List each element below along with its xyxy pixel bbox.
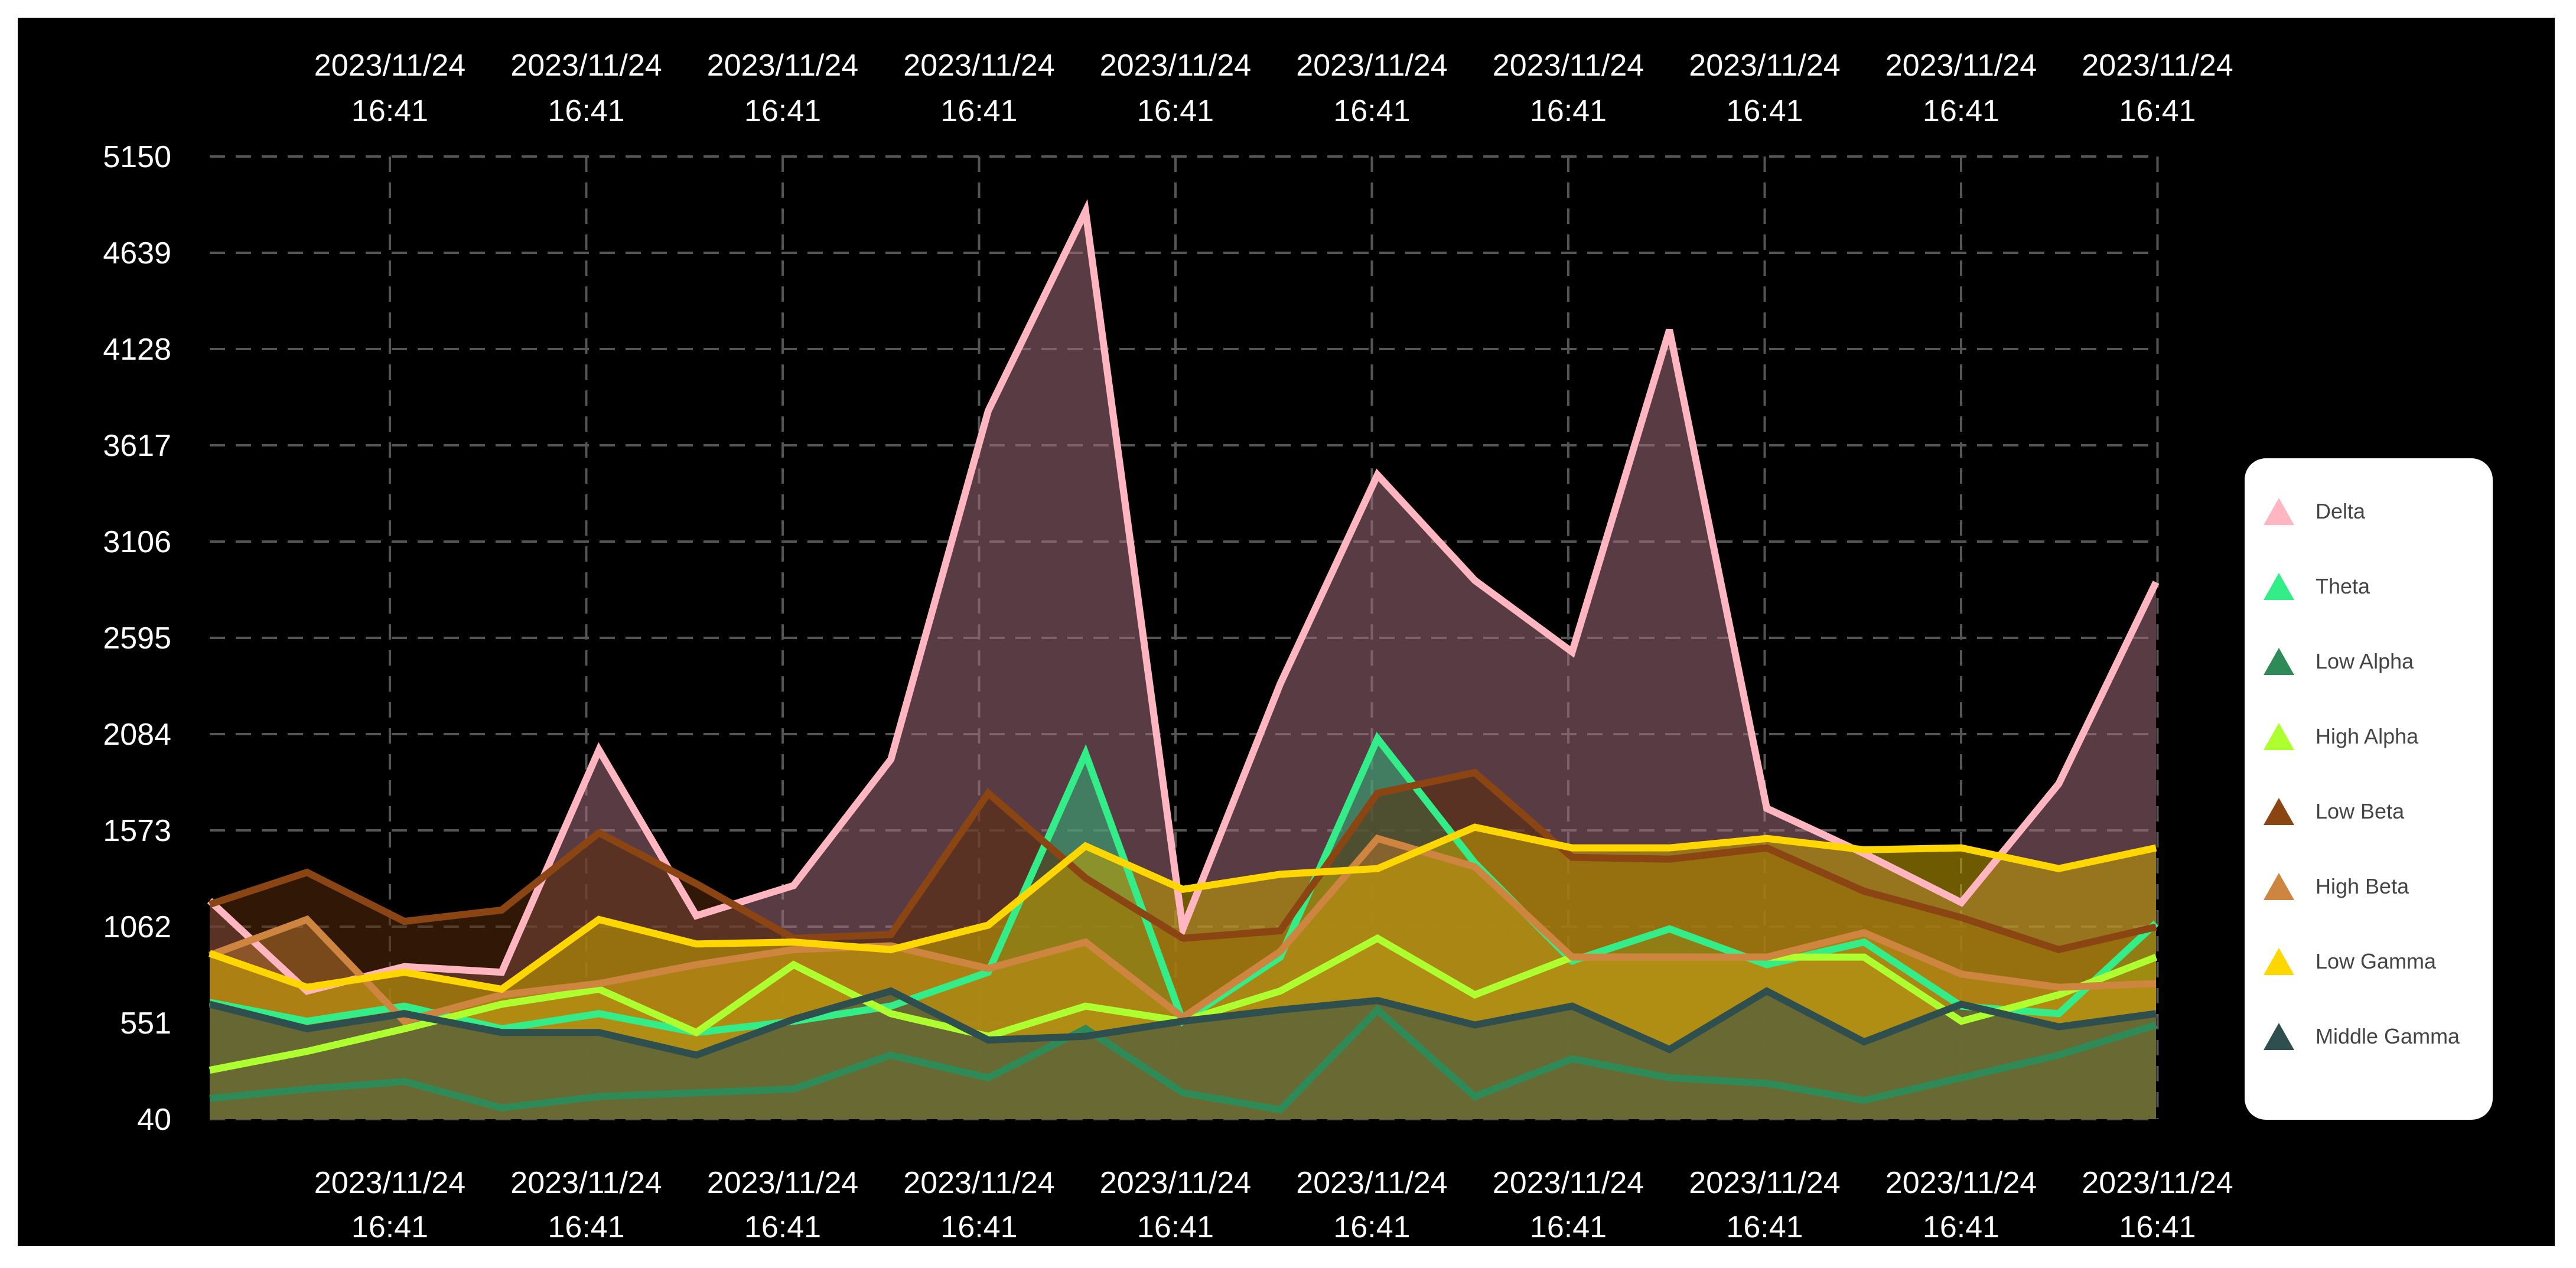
x-top-date-label: 2023/11/24 [1689, 48, 1840, 83]
legend-item-high-beta[interactable]: High Beta [2262, 869, 2409, 904]
y-tick-label: 2595 [103, 621, 171, 656]
y-tick-label: 4639 [103, 236, 171, 270]
x-top-date-label: 2023/11/24 [707, 48, 858, 83]
line-low-gamma [209, 823, 2157, 993]
x-top-time-label: 16:41 [1137, 94, 1214, 128]
triangle-icon [2262, 797, 2295, 826]
legend-item-delta[interactable]: Delta [2262, 494, 2365, 529]
legend-item-middle-gamma[interactable]: Middle Gamma [2262, 1019, 2460, 1054]
x-top-time-label: 16:41 [2119, 94, 2196, 128]
series-lines [207, 199, 2160, 1114]
x-bottom-time-label: 16:41 [2119, 1210, 2196, 1244]
legend-label: Delta [2316, 499, 2366, 523]
x-bottom-time-label: 16:41 [744, 1210, 821, 1244]
x-axis-bottom: 2023/11/24 16:41 2023/11/24 16:41 2023/11/24… [314, 1166, 2233, 1244]
x-bottom-time-label: 16:41 [1333, 1210, 1410, 1244]
area-middle-gamma [210, 991, 2156, 1119]
x-top-date-label: 2023/11/24 [1296, 48, 1447, 83]
legend-label: High Beta [2316, 874, 2409, 898]
x-bottom-date-label: 2023/11/24 [903, 1166, 1054, 1200]
legend-label: Theta [2316, 574, 2370, 598]
y-tick-label: 3617 [103, 429, 171, 463]
legend-label: Low Alpha [2316, 649, 2414, 673]
x-top-time-label: 16:41 [1923, 94, 1999, 128]
x-bottom-time-label: 16:41 [1530, 1210, 1607, 1244]
triangle-icon [2262, 572, 2295, 601]
x-top-date-label: 2023/11/24 [1493, 48, 1644, 83]
x-top-time-label: 16:41 [940, 94, 1017, 128]
x-top-time-label: 16:41 [351, 94, 428, 128]
legend-item-low-gamma[interactable]: Low Gamma [2262, 944, 2436, 979]
triangle-icon [2262, 647, 2295, 676]
x-bottom-time-label: 16:41 [351, 1210, 428, 1244]
line-low-beta [209, 768, 2157, 954]
y-tick-label: 551 [120, 1006, 171, 1041]
line-delta [207, 199, 2160, 995]
legend-label: High Alpha [2316, 724, 2419, 748]
legend-label: Low Beta [2316, 799, 2405, 823]
x-bottom-date-label: 2023/11/24 [1885, 1166, 2037, 1200]
x-top-date-label: 2023/11/24 [314, 48, 465, 83]
x-bottom-date-label: 2023/11/24 [1493, 1166, 1644, 1200]
x-top-date-label: 2023/11/24 [1885, 48, 2037, 83]
x-top-time-label: 16:41 [1530, 94, 1607, 128]
x-bottom-date-label: 2023/11/24 [314, 1166, 465, 1200]
y-tick-label: 3106 [103, 525, 171, 559]
x-top-time-label: 16:41 [1333, 94, 1410, 128]
x-top-date-label: 2023/11/24 [1100, 48, 1251, 83]
y-tick-label: 2084 [103, 718, 171, 752]
x-bottom-date-label: 2023/11/24 [1689, 1166, 1840, 1200]
y-tick-label: 40 [137, 1103, 171, 1137]
x-bottom-date-label: 2023/11/24 [2082, 1166, 2233, 1200]
x-top-date-label: 2023/11/24 [510, 48, 662, 83]
x-bottom-time-label: 16:41 [1726, 1210, 1803, 1244]
x-top-time-label: 16:41 [548, 94, 624, 128]
x-bottom-time-label: 16:41 [940, 1210, 1017, 1244]
legend-item-low-beta[interactable]: Low Beta [2262, 794, 2404, 829]
x-top-time-label: 16:41 [744, 94, 821, 128]
line-high-beta [208, 834, 2157, 1025]
series-areas [210, 211, 2156, 1119]
legend-label: Middle Gamma [2316, 1024, 2460, 1048]
x-bottom-date-label: 2023/11/24 [707, 1166, 858, 1200]
y-axis: 5150 4639 4128 3617 3106 2595 2084 1573 1062 551 4… [103, 140, 171, 1137]
x-axis-top: 2023/11/24 16:41 2023/11/24 16:41 2023/11/24… [314, 48, 2233, 128]
legend-label: Low Gamma [2316, 949, 2437, 973]
legend-item-low-alpha[interactable]: Low Alpha [2262, 644, 2414, 679]
triangle-icon [2262, 722, 2295, 751]
x-top-time-label: 16:41 [1726, 94, 1803, 128]
triangle-icon [2262, 497, 2295, 526]
x-top-date-label: 2023/11/24 [903, 48, 1054, 83]
triangle-icon [2262, 872, 2295, 901]
line-low-alpha [209, 1005, 2157, 1114]
x-bottom-time-label: 16:41 [1137, 1210, 1214, 1244]
y-tick-label: 5150 [103, 140, 171, 174]
triangle-icon [2262, 1022, 2295, 1051]
x-bottom-time-label: 16:41 [548, 1210, 624, 1244]
x-bottom-date-label: 2023/11/24 [1296, 1166, 1447, 1200]
y-tick-label: 1062 [103, 910, 171, 944]
triangle-icon [2262, 947, 2295, 976]
x-top-date-label: 2023/11/24 [2082, 48, 2233, 83]
y-tick-label: 4128 [103, 333, 171, 367]
line-middle-gamma [209, 987, 2157, 1059]
y-tick-label: 1573 [103, 814, 171, 848]
x-bottom-date-label: 2023/11/24 [510, 1166, 662, 1200]
legend-item-theta[interactable]: Theta [2262, 569, 2370, 604]
legend-item-high-alpha[interactable]: High Alpha [2262, 719, 2418, 754]
x-bottom-date-label: 2023/11/24 [1100, 1166, 1251, 1200]
legend: Delta Theta Low Alpha High Alpha Low Beta Hig… [2245, 458, 2493, 1120]
x-bottom-time-label: 16:41 [1923, 1210, 1999, 1244]
